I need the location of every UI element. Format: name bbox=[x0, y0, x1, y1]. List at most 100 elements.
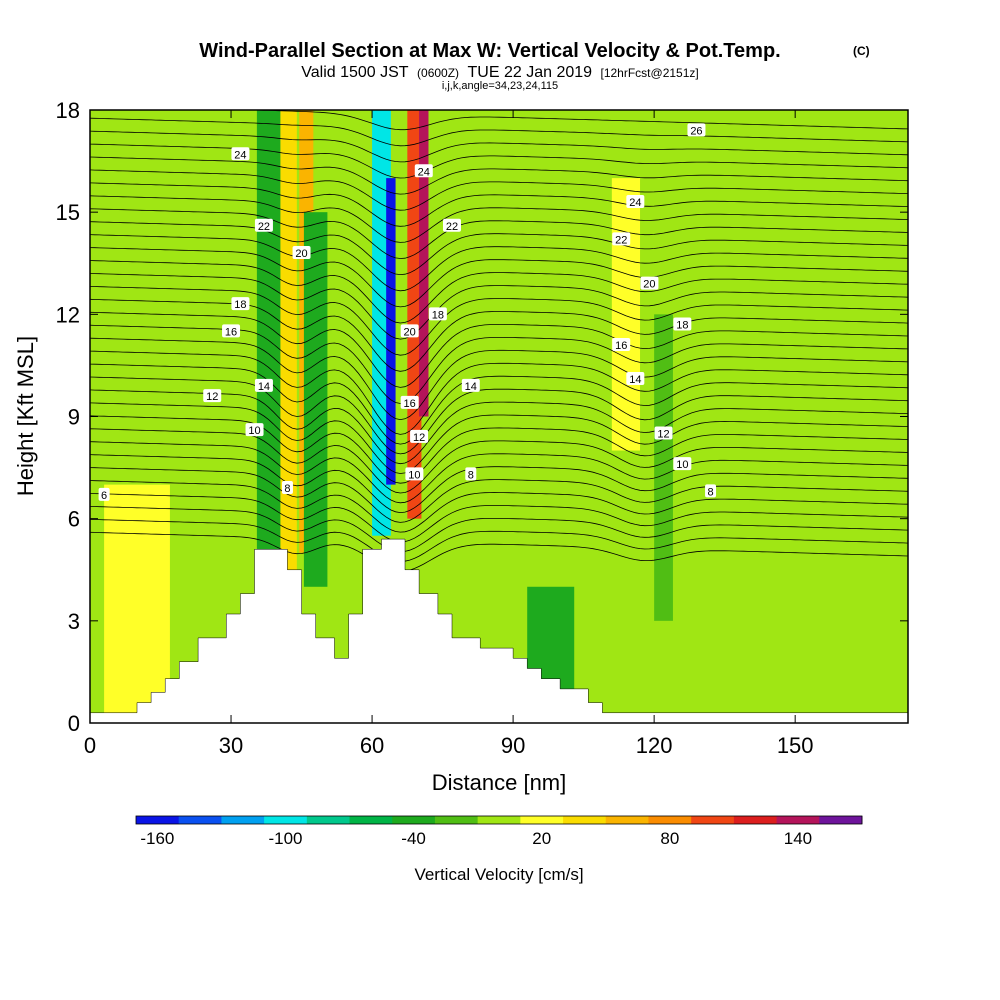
theta-label-3: 12 bbox=[203, 389, 222, 403]
theta-label-bg bbox=[640, 276, 659, 290]
theta-line-15 bbox=[90, 337, 908, 421]
y-tick-label-6: 18 bbox=[56, 98, 80, 123]
theta-label-1: 8 bbox=[281, 481, 293, 495]
theta-label-text: 12 bbox=[657, 429, 669, 441]
theta-label-text: 20 bbox=[295, 248, 307, 260]
colorbar-tick-2: -40 bbox=[401, 829, 426, 848]
theta-label-text: 16 bbox=[225, 326, 237, 338]
x-axis-ticks: 0 30 60 90 120 150 bbox=[84, 110, 814, 758]
colorbar-swatch-8 bbox=[477, 816, 521, 824]
theta-line-7 bbox=[90, 441, 908, 504]
y-tick-label-1: 3 bbox=[68, 609, 80, 634]
theta-label-bg bbox=[231, 297, 250, 311]
theta-line-20 bbox=[90, 273, 908, 340]
theta-line-19 bbox=[90, 286, 908, 356]
theta-label-8: 22 bbox=[254, 218, 273, 233]
y-axis-ticks: 0 3 6 9 12 15 18 bbox=[56, 98, 908, 736]
colorbar-swatch-4 bbox=[306, 816, 351, 824]
velocity-cell-11 bbox=[104, 484, 170, 723]
theta-label-26: 12 bbox=[654, 426, 673, 441]
y-tick-label-3: 9 bbox=[68, 405, 80, 430]
theta-line-32 bbox=[90, 117, 908, 147]
x-tick-label-2: 60 bbox=[360, 733, 384, 758]
theta-label-text: 10 bbox=[248, 425, 260, 437]
theta-label-text: 22 bbox=[615, 234, 627, 246]
theta-labels: 6 8 10 12 14 16 18 20 22 24 20 18 16 12 10 24 22 14 8 26 24 2… bbox=[98, 123, 717, 502]
theta-line-17 bbox=[90, 311, 908, 388]
theta-label-text: 22 bbox=[446, 221, 458, 233]
theta-label-text: 10 bbox=[676, 459, 688, 471]
theta-label-bg bbox=[612, 337, 631, 351]
x-tick-label-4: 120 bbox=[636, 733, 673, 758]
theta-label-text: 20 bbox=[643, 279, 655, 291]
chart-title: Wind-Parallel Section at Max W: Vertical… bbox=[199, 40, 780, 62]
theta-label-28: 8 bbox=[705, 484, 717, 498]
theta-line-29 bbox=[90, 156, 908, 195]
theta-label-0: 6 bbox=[98, 487, 110, 502]
theta-label-text: 24 bbox=[418, 166, 430, 178]
theta-label-bg bbox=[254, 378, 273, 392]
theta-label-13: 12 bbox=[410, 429, 429, 444]
colorbar-swatch-13 bbox=[691, 816, 735, 824]
y-tick-label-5: 15 bbox=[56, 200, 80, 225]
theta-label-14: 10 bbox=[405, 467, 424, 481]
theta-label-text: 14 bbox=[258, 381, 270, 393]
theta-label-24: 16 bbox=[612, 337, 631, 352]
plot-area: 6 8 10 12 14 16 18 20 22 24 20 18 16 12 10 24 22 14 8 26 24 2… bbox=[90, 110, 908, 723]
valid-utc: (0600Z) bbox=[417, 66, 459, 80]
theta-contours bbox=[90, 110, 908, 572]
terrain-mask bbox=[90, 538, 908, 723]
theta-label-bg bbox=[400, 395, 419, 409]
theta-line-1 bbox=[90, 518, 908, 562]
plot-background bbox=[90, 110, 908, 723]
theta-label-text: 20 bbox=[404, 326, 416, 338]
theta-line-12 bbox=[90, 376, 908, 455]
theta-line-11 bbox=[90, 389, 908, 465]
colorbar-swatch-7 bbox=[434, 816, 479, 824]
theta-label-23: 18 bbox=[673, 317, 692, 332]
colorbar-tick-4: 80 bbox=[660, 829, 679, 848]
theta-line-5 bbox=[90, 467, 908, 523]
colorbar-swatch-2 bbox=[221, 816, 265, 824]
theta-line-10 bbox=[90, 402, 908, 474]
velocity-cell-0 bbox=[278, 110, 297, 570]
theta-label-21: 22 bbox=[612, 232, 631, 246]
velocity-cell-6 bbox=[407, 110, 422, 519]
theta-line-4 bbox=[90, 480, 908, 533]
colorbar-label: Vertical Velocity [cm/s] bbox=[414, 865, 583, 884]
theta-line-14 bbox=[90, 350, 908, 435]
x-tick-label-1: 30 bbox=[219, 733, 243, 758]
theta-label-12: 16 bbox=[400, 395, 419, 410]
theta-label-bg bbox=[465, 467, 477, 481]
theta-label-16: 22 bbox=[442, 218, 461, 233]
y-tick-label-4: 12 bbox=[56, 302, 80, 327]
copyright-mark: (C) bbox=[853, 44, 870, 58]
x-tick-label-0: 0 bbox=[84, 733, 96, 758]
theta-label-bg bbox=[673, 457, 692, 471]
colorbar-frame bbox=[135, 815, 863, 825]
colorbar-swatch-5 bbox=[349, 816, 393, 824]
colorbar-swatch-0 bbox=[136, 816, 180, 824]
theta-line-33 bbox=[240, 110, 908, 131]
forecast-label: [12hrFcst@2151z] bbox=[601, 66, 699, 80]
grid-indices: i,j,k,angle=34,23,24,115 bbox=[442, 80, 558, 92]
theta-label-text: 16 bbox=[404, 398, 416, 410]
theta-label-bg bbox=[626, 194, 645, 208]
theta-label-text: 10 bbox=[408, 469, 420, 481]
colorbar-swatch-3 bbox=[264, 816, 308, 824]
colorbar-swatch-16 bbox=[819, 816, 863, 824]
theta-line-25 bbox=[90, 208, 908, 259]
colorbar-tick-5: 140 bbox=[784, 829, 812, 848]
theta-line-27 bbox=[90, 182, 908, 227]
theta-line-22 bbox=[90, 247, 908, 308]
x-tick-label-5: 150 bbox=[777, 733, 814, 758]
velocity-cell-9 bbox=[654, 314, 673, 621]
theta-label-5: 16 bbox=[222, 324, 241, 338]
theta-line-6 bbox=[90, 454, 908, 514]
theta-label-bg bbox=[414, 164, 433, 178]
theta-label-bg bbox=[400, 324, 419, 338]
theta-label-text: 18 bbox=[676, 320, 688, 332]
theta-line-23 bbox=[90, 234, 908, 292]
theta-line-21 bbox=[90, 260, 908, 324]
theta-line-0 bbox=[90, 531, 908, 572]
